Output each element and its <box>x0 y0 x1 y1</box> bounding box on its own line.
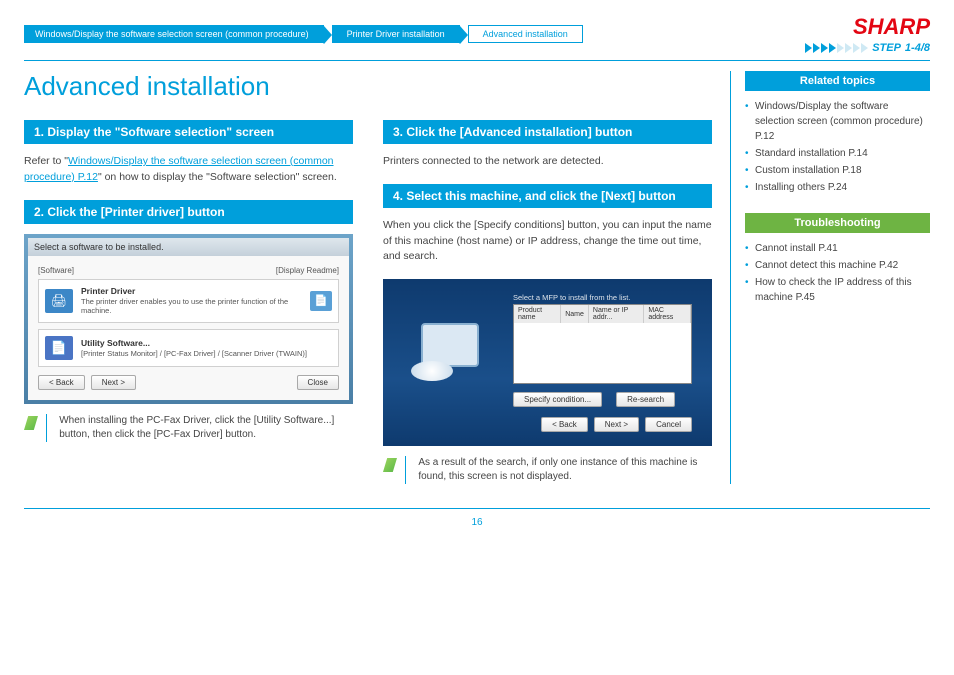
step-label-word: STEP <box>872 42 901 54</box>
breadcrumb-item[interactable]: Printer Driver installation <box>332 25 460 43</box>
step-indicator: STEP 1-4/8 <box>805 42 930 54</box>
topbar: Windows/Display the software selection s… <box>24 14 930 54</box>
step-triangle-icon <box>861 43 868 53</box>
readme-icon[interactable]: 📄 <box>310 291 332 311</box>
list-item[interactable]: Standard installation P.14 <box>745 146 930 161</box>
sc1-head-right: [Display Readme] <box>276 266 339 275</box>
sc2-cancel-button[interactable]: Cancel <box>645 417 692 432</box>
page-title: Advanced installation <box>24 71 730 102</box>
sc1-head-left: [Software] <box>38 266 74 275</box>
step4-text: When you click the [Specify conditions] … <box>383 218 712 265</box>
step-triangle-icon <box>853 43 860 53</box>
page-number: 16 <box>24 517 930 528</box>
troubleshooting-list: Cannot install P.41 Cannot detect this ma… <box>745 241 930 305</box>
breadcrumb-item[interactable]: Advanced installation <box>468 25 583 43</box>
list-item[interactable]: How to check the IP address of this mach… <box>745 275 930 305</box>
step4-note: As a result of the search, if only one i… <box>383 456 712 484</box>
list-item[interactable]: Custom installation P.18 <box>745 163 930 178</box>
table-column-header: Name <box>561 305 589 323</box>
related-topics-list: Windows/Display the software selection s… <box>745 99 930 195</box>
main-content: Advanced installation 1. Display the "So… <box>24 71 930 484</box>
logo-block: SHARP STEP 1-4/8 <box>805 14 930 54</box>
sc2-back-button[interactable]: < Back <box>541 417 588 432</box>
left-column: 1. Display the "Software selection" scre… <box>24 120 353 484</box>
sidebar: Related topics Windows/Display the softw… <box>730 71 930 484</box>
step-label-value: 1-4/8 <box>905 42 930 54</box>
step1-text: Refer to "Windows/Display the software s… <box>24 154 353 186</box>
sc1-item-printer[interactable]: 🖨 Printer Driver The printer driver enab… <box>38 279 339 324</box>
installer-illustration <box>411 317 491 397</box>
screenshot-mfp-list: Select a MFP to install from the list. P… <box>383 279 712 446</box>
step-triangle-icon <box>821 43 828 53</box>
right-column: 3. Click the [Advanced installation] but… <box>383 120 712 484</box>
step-triangle-icon <box>829 43 836 53</box>
step-triangle-icon <box>845 43 852 53</box>
sc2-hint: Select a MFP to install from the list. <box>513 293 692 302</box>
breadcrumb-item[interactable]: Windows/Display the software selection s… <box>24 25 324 43</box>
note-icon <box>24 416 38 430</box>
table-column-header: MAC address <box>644 305 691 323</box>
list-item[interactable]: Installing others P.24 <box>745 180 930 195</box>
step2-note: When installing the PC-Fax Driver, click… <box>24 414 353 442</box>
related-topics-header: Related topics <box>745 71 930 91</box>
breadcrumb: Windows/Display the software selection s… <box>24 25 583 43</box>
bottom-divider <box>24 508 930 509</box>
printer-icon: 🖨 <box>45 289 73 313</box>
step-triangle-icon <box>837 43 844 53</box>
step-triangle-icon <box>805 43 812 53</box>
sc1-close-button[interactable]: Close <box>297 375 339 390</box>
sc2-research-button[interactable]: Re-search <box>616 392 675 407</box>
screenshot-software-selection: Select a software to be installed. [Soft… <box>24 234 353 405</box>
step4-bar: 4. Select this machine, and click the [N… <box>383 184 712 208</box>
list-item[interactable]: Cannot install P.41 <box>745 241 930 256</box>
document-icon: 📄 <box>45 336 73 360</box>
list-item[interactable]: Cannot detect this machine P.42 <box>745 258 930 273</box>
note-icon <box>383 458 397 472</box>
step3-bar: 3. Click the [Advanced installation] but… <box>383 120 712 144</box>
brand-logo: SHARP <box>805 14 930 40</box>
sc1-titlebar: Select a software to be installed. <box>28 238 349 256</box>
sc1-item-utility[interactable]: 📄 Utility Software... [Printer Status Mo… <box>38 329 339 367</box>
sc1-back-button[interactable]: < Back <box>38 375 85 390</box>
step2-bar: 2. Click the [Printer driver] button <box>24 200 353 224</box>
troubleshooting-header: Troubleshooting <box>745 213 930 233</box>
sc1-next-button[interactable]: Next > <box>91 375 136 390</box>
sc2-specify-button[interactable]: Specify condition... <box>513 392 602 407</box>
table-column-header: Product name <box>514 305 561 323</box>
step3-text: Printers connected to the network are de… <box>383 154 712 170</box>
list-item[interactable]: Windows/Display the software selection s… <box>745 99 930 144</box>
sc2-next-button[interactable]: Next > <box>594 417 639 432</box>
step-triangle-icon <box>813 43 820 53</box>
top-divider <box>24 60 930 61</box>
table-column-header: Name or IP addr... <box>588 305 643 323</box>
step1-bar: 1. Display the "Software selection" scre… <box>24 120 353 144</box>
